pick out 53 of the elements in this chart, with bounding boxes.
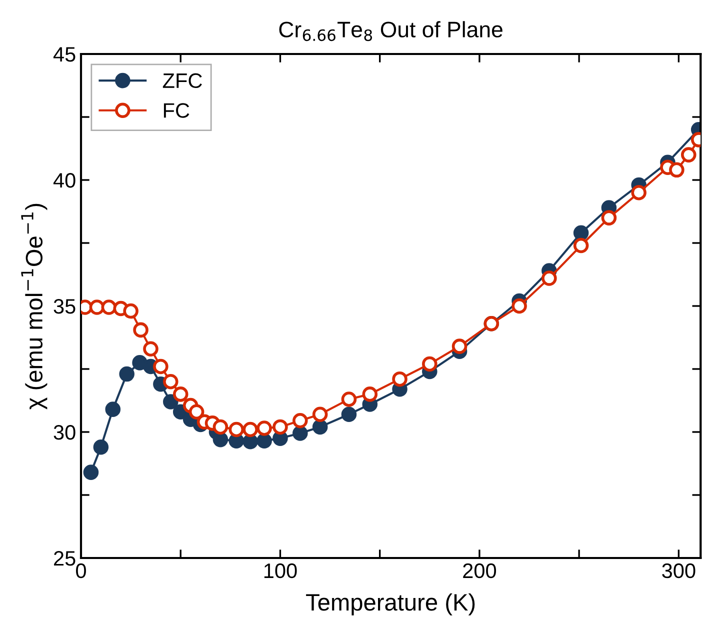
point bbox=[188, 404, 204, 420]
x-axis-title: Temperature (K) bbox=[306, 593, 475, 616]
legend-label: ZFC bbox=[162, 73, 202, 88]
point bbox=[163, 394, 178, 410]
y-tick-label: 25 bbox=[54, 551, 76, 566]
point bbox=[172, 386, 188, 402]
point bbox=[242, 422, 258, 438]
point bbox=[392, 371, 408, 387]
y-tick-label: 45 bbox=[53, 47, 76, 62]
chart-title: Cr$_{6.66}$Te$_{8}$ Out of Plane bbox=[279, 21, 502, 42]
point bbox=[212, 432, 228, 448]
point bbox=[341, 406, 357, 422]
x-tick-label: 100 bbox=[264, 563, 297, 578]
point bbox=[362, 386, 378, 402]
point bbox=[512, 298, 527, 314]
x-tick-label: 0 bbox=[76, 563, 86, 578]
point bbox=[292, 413, 308, 428]
point bbox=[681, 147, 696, 162]
x-tick-label: 200 bbox=[463, 563, 496, 578]
y-tick-label: 35 bbox=[54, 299, 76, 314]
legend-label: FC bbox=[164, 103, 190, 118]
point bbox=[89, 300, 105, 315]
point bbox=[452, 338, 468, 354]
point bbox=[256, 433, 272, 448]
point bbox=[93, 439, 109, 455]
point bbox=[123, 303, 138, 319]
point bbox=[422, 356, 438, 372]
point bbox=[312, 419, 328, 435]
point bbox=[105, 402, 121, 417]
x-tick-label: 300 bbox=[662, 563, 696, 578]
point bbox=[143, 341, 158, 356]
point bbox=[669, 162, 684, 178]
point bbox=[133, 322, 148, 338]
point bbox=[101, 300, 117, 315]
point bbox=[212, 419, 228, 435]
point bbox=[163, 374, 178, 390]
y-tick-label: 40 bbox=[53, 173, 76, 188]
point bbox=[341, 392, 357, 407]
point bbox=[153, 358, 168, 374]
point bbox=[256, 420, 272, 436]
point bbox=[542, 270, 557, 286]
point bbox=[573, 225, 589, 241]
y-tick-label: 30 bbox=[54, 425, 76, 440]
point bbox=[83, 464, 99, 480]
point bbox=[272, 419, 288, 435]
point bbox=[292, 426, 308, 441]
point bbox=[312, 406, 328, 422]
point bbox=[119, 366, 134, 382]
point bbox=[573, 238, 589, 254]
y-axis-title: χ (emu mol$^{−1}$Oe$^{−1}$) bbox=[21, 204, 48, 410]
point bbox=[601, 210, 617, 226]
point bbox=[228, 422, 244, 438]
point bbox=[631, 184, 646, 200]
